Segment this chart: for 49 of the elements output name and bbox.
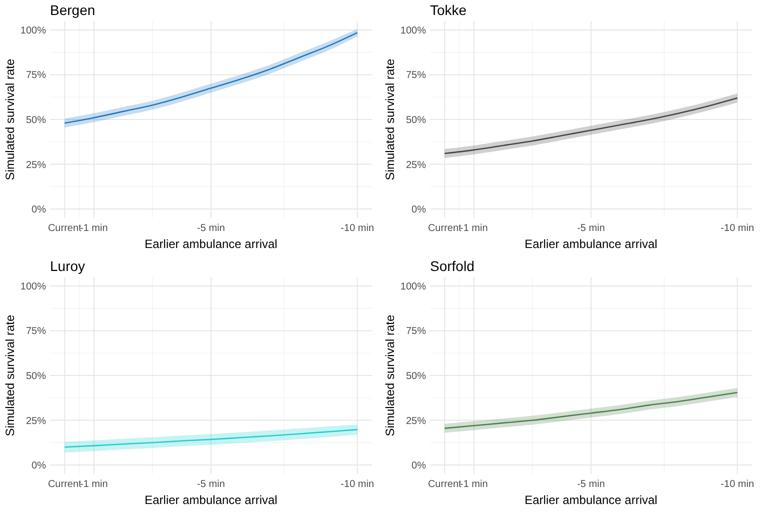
y-tick-label: 75% <box>406 326 426 338</box>
chart-title: Sorfold <box>430 258 474 274</box>
y-axis-title: Simulated survival rate <box>3 58 17 180</box>
x-tick-label: -10 min <box>340 223 374 234</box>
y-tick-label: 50% <box>26 115 46 126</box>
y-tick-label: 0% <box>412 204 426 216</box>
x-axis-title: Earlier ambulance arrival <box>144 237 278 251</box>
x-tick-label: -5 min <box>197 223 225 234</box>
y-tick-label: 100% <box>400 25 426 36</box>
y-tick-label: 100% <box>20 281 46 292</box>
y-tick-label: 100% <box>20 25 46 36</box>
x-tick-label: -5 min <box>197 479 225 490</box>
y-tick-label: 25% <box>26 416 46 427</box>
y-axis-title: Simulated survival rate <box>3 314 17 436</box>
y-tick-label: 0% <box>32 204 46 216</box>
chart-title: Tokke <box>430 2 467 18</box>
y-tick-label: 75% <box>26 70 46 82</box>
x-tick-label: -10 min <box>340 479 374 490</box>
line-series <box>64 428 358 448</box>
x-axis-title: Earlier ambulance arrival <box>524 493 658 507</box>
x-tick-label: Current <box>48 479 82 490</box>
y-tick-label: 50% <box>26 371 46 382</box>
y-tick-label: 25% <box>406 416 426 427</box>
x-axis-title: Earlier ambulance arrival <box>144 493 278 507</box>
chart-title: Bergen <box>50 2 96 18</box>
y-tick-label: 0% <box>32 460 46 472</box>
x-tick-label: Current <box>428 223 462 234</box>
y-tick-label: 25% <box>26 160 46 171</box>
y-tick-label: 50% <box>406 115 426 126</box>
y-tick-label: 50% <box>406 371 426 382</box>
x-tick-label: Current <box>48 223 82 234</box>
x-tick-label: -1 min <box>460 223 488 234</box>
x-tick-label: -5 min <box>577 223 605 234</box>
y-tick-label: 75% <box>26 326 46 338</box>
x-tick-label: Current <box>428 479 462 490</box>
y-tick-label: 25% <box>406 160 426 171</box>
x-tick-label: -1 min <box>460 479 488 490</box>
chart-title: Luroy <box>50 258 86 274</box>
y-tick-label: 75% <box>406 70 426 82</box>
x-tick-label: -5 min <box>577 479 605 490</box>
x-tick-label: -1 min <box>80 223 108 234</box>
x-tick-label: -10 min <box>720 479 754 490</box>
y-axis-title: Simulated survival rate <box>383 58 397 180</box>
y-tick-label: 0% <box>412 460 426 472</box>
x-tick-label: -10 min <box>720 223 754 234</box>
x-tick-label: -1 min <box>80 479 108 490</box>
y-tick-label: 100% <box>400 281 426 292</box>
y-axis-title: Simulated survival rate <box>383 314 397 436</box>
x-axis-title: Earlier ambulance arrival <box>524 237 658 251</box>
